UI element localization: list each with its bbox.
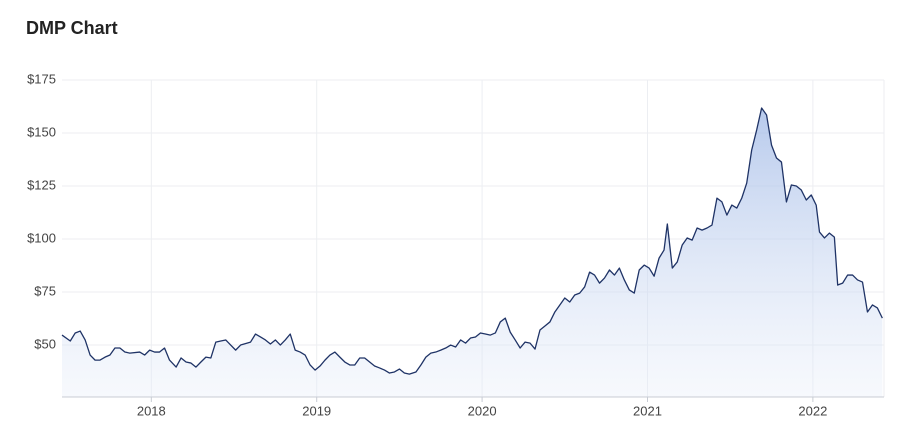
y-tick-label: $125 <box>27 177 56 192</box>
chart-title: DMP Chart <box>26 18 118 38</box>
price-line <box>61 107 883 375</box>
y-tick-label: $100 <box>27 230 56 245</box>
x-tick-label: 2022 <box>798 403 827 418</box>
x-tick-label: 2018 <box>137 403 166 418</box>
x-tick-label: 2021 <box>633 403 662 418</box>
grid <box>62 79 885 397</box>
area-fill <box>62 107 883 398</box>
y-tick-label: $50 <box>34 336 56 351</box>
y-tick-label: $175 <box>27 71 56 86</box>
x-tick-label: 2020 <box>468 403 497 418</box>
x-tick-label: 2019 <box>302 403 331 418</box>
y-tick-label: $150 <box>27 124 56 139</box>
axes: $50 $75 $100 $125 $150 $175 2018 2019 2020 2021 20… <box>27 71 884 418</box>
plot <box>61 107 883 398</box>
y-tick-label: $75 <box>34 283 56 298</box>
